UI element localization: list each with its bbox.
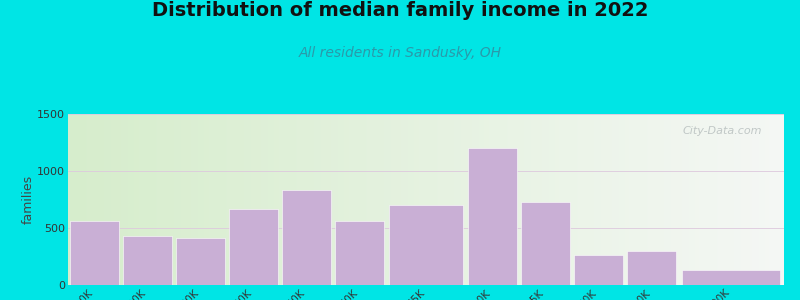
Text: All residents in Sandusky, OH: All residents in Sandusky, OH	[298, 46, 502, 61]
Bar	[682, 270, 780, 285]
Text: City-Data.com: City-Data.com	[683, 126, 762, 136]
Bar	[282, 190, 331, 285]
Bar	[390, 205, 462, 285]
Bar	[123, 236, 172, 285]
Bar	[335, 221, 384, 285]
Bar	[468, 148, 517, 285]
Text: Distribution of median family income in 2022: Distribution of median family income in …	[152, 2, 648, 20]
Bar	[230, 208, 278, 285]
Bar	[574, 255, 622, 285]
Y-axis label: families: families	[22, 175, 34, 224]
Bar	[176, 238, 225, 285]
Bar	[521, 202, 570, 285]
Bar	[627, 251, 676, 285]
Bar	[70, 221, 119, 285]
